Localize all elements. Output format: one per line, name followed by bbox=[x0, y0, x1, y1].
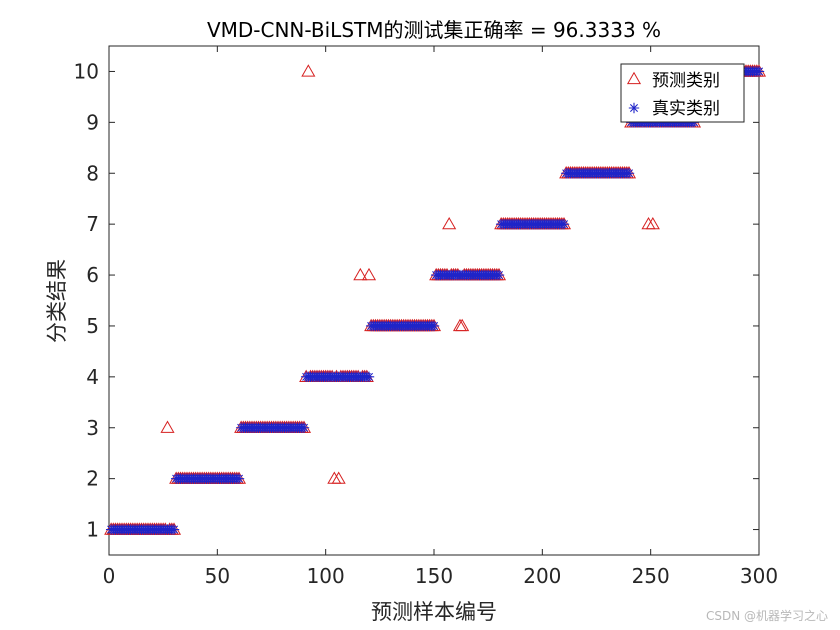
true-point bbox=[623, 168, 635, 179]
watermark-text: CSDN @机器学习之心 bbox=[705, 609, 828, 623]
y-tick-label: 4 bbox=[86, 365, 99, 389]
y-tick-label: 3 bbox=[86, 416, 99, 440]
y-tick-label: 2 bbox=[86, 467, 99, 491]
y-tick-label: 1 bbox=[86, 518, 99, 542]
true-point bbox=[428, 320, 440, 332]
y-tick-label: 7 bbox=[86, 212, 99, 236]
predicted-point bbox=[442, 216, 457, 230]
true-point bbox=[298, 422, 310, 433]
x-tick-label: 250 bbox=[632, 564, 670, 588]
predicted-point bbox=[301, 64, 316, 77]
predicted-point bbox=[160, 420, 175, 433]
legend-true-marker bbox=[628, 102, 640, 114]
x-tick-label: 200 bbox=[523, 564, 561, 588]
y-axis-label: 分类结果 bbox=[45, 259, 69, 343]
y-tick-label: 10 bbox=[74, 59, 99, 83]
y-tick-label: 9 bbox=[86, 110, 99, 134]
y-tick-label: 8 bbox=[86, 161, 99, 185]
legend-box bbox=[620, 63, 745, 123]
legend-label-predicted: 预测类别 bbox=[652, 71, 720, 91]
legend-predicted-marker bbox=[626, 71, 642, 85]
x-tick-label: 150 bbox=[415, 564, 453, 588]
y-tick-label: 6 bbox=[86, 263, 99, 287]
true-point bbox=[493, 269, 505, 281]
y-tick-label: 5 bbox=[86, 314, 99, 338]
x-axis-label: 预测样本编号 bbox=[371, 600, 497, 624]
true-point bbox=[753, 66, 765, 77]
x-tick-label: 300 bbox=[740, 564, 778, 588]
plot-area: 0 50 100 150 200 250 300 1 2 3 4 5 6 7 8 9 10 bbox=[74, 45, 778, 588]
true-point bbox=[363, 371, 375, 383]
x-tick-label: 0 bbox=[103, 564, 116, 588]
x-tick-label: 100 bbox=[307, 564, 345, 588]
predicted-point bbox=[361, 267, 377, 281]
predicted-point bbox=[645, 216, 660, 230]
chart-title: VMD-CNN-BiLSTM的测试集正确率 = 96.3333 % bbox=[207, 18, 661, 42]
x-tick-label: 50 bbox=[205, 564, 230, 588]
true-point bbox=[233, 473, 245, 484]
predicted-point bbox=[353, 267, 368, 281]
true-point bbox=[168, 524, 180, 535]
legend-label-true: 真实类别 bbox=[652, 99, 720, 119]
true-point bbox=[558, 218, 570, 230]
predicted-point bbox=[331, 471, 346, 484]
predicted-point bbox=[455, 318, 470, 332]
